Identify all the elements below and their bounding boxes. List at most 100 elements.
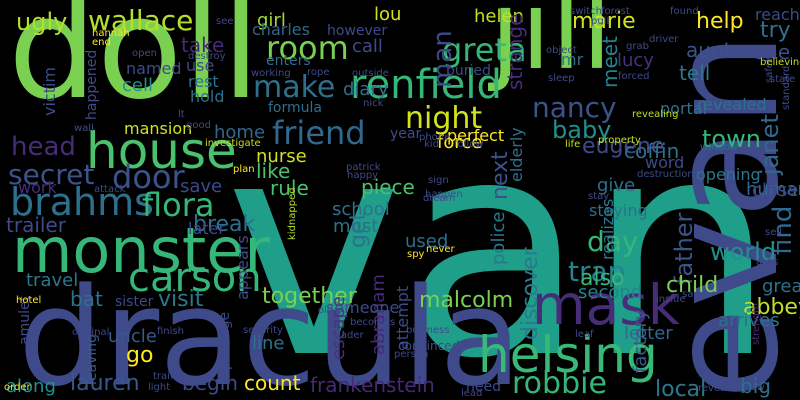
word-man: man: [428, 30, 458, 88]
word-patrick: patrick: [346, 162, 381, 173]
word-school: school: [332, 199, 390, 220]
word-van: van: [225, 75, 777, 400]
word-aunt: aunt: [686, 38, 732, 62]
word-stay: stay: [588, 191, 610, 202]
word-ugly: ugly: [16, 8, 68, 36]
word-word: word: [645, 153, 685, 172]
word-portal: portal: [660, 99, 708, 118]
word-elderly: elderly: [507, 127, 526, 182]
word-trap: trap: [568, 255, 626, 288]
word-try: try: [760, 18, 791, 43]
word-work: work: [18, 178, 57, 197]
word-help: help: [696, 9, 744, 34]
word-see: see: [216, 16, 234, 27]
word-uncle: uncle: [108, 326, 157, 347]
word-night: night: [405, 101, 483, 136]
word-lauren: lauren: [70, 371, 140, 396]
word-hannah: hannah: [92, 28, 130, 39]
word-appears: appears: [233, 235, 252, 300]
word-day: day: [587, 225, 639, 258]
word-year: year: [390, 126, 422, 142]
word-spy: spy: [407, 249, 425, 260]
word-train: train: [153, 371, 177, 382]
word-revealed: revealed: [697, 95, 767, 114]
word-plan: plan: [233, 164, 255, 175]
word-wallace: wallace: [88, 4, 194, 37]
word-business: business: [406, 325, 450, 336]
word-visit: visit: [158, 287, 204, 312]
word-make: make: [253, 70, 336, 105]
word-head: head: [11, 132, 76, 162]
word-attack: attack: [94, 184, 126, 195]
word-room: room: [266, 29, 349, 67]
word-renfield: renfield: [350, 62, 502, 108]
word-convinced: convinced: [398, 339, 460, 353]
word-one: one: [753, 40, 791, 64]
word-switch: switch: [570, 6, 602, 17]
word-human: human: [746, 179, 800, 200]
word-enters: enters: [266, 53, 311, 69]
word-home: home: [214, 122, 266, 143]
word-helsing: helsing: [478, 326, 658, 384]
word-working: working: [251, 68, 291, 79]
word-perfect: perfect: [447, 126, 505, 145]
word-sign: sign: [428, 175, 449, 186]
word-someone: someone: [326, 298, 400, 317]
word-used: used: [405, 231, 449, 252]
word-like: like: [256, 159, 291, 183]
word-mask: mask: [532, 273, 680, 337]
word-nick: nick: [363, 98, 384, 109]
word-life: life: [565, 139, 581, 150]
word-discover: discover: [518, 247, 543, 340]
word-property: property: [598, 135, 641, 146]
word-dracula: dracula: [18, 259, 522, 400]
word-police: police: [488, 211, 509, 265]
word-strength: strength: [751, 302, 762, 345]
word-helen: helen: [474, 6, 524, 27]
word-kidnapped: kidnapped: [287, 187, 298, 240]
word-local: local: [655, 377, 707, 400]
word-person: person: [394, 349, 429, 360]
word-second: second: [578, 282, 643, 303]
word-flora: flora: [142, 186, 215, 224]
word-light: light: [148, 382, 171, 393]
word-destruction: destruction: [637, 169, 694, 180]
word-go: go: [126, 343, 154, 368]
word-house: house: [86, 122, 237, 180]
word-order: order: [4, 382, 31, 393]
word-follow: follow: [454, 139, 484, 150]
word-along: along: [6, 376, 56, 397]
word-break: break: [193, 212, 256, 237]
word-reach: reach: [755, 5, 800, 24]
word-say: say: [682, 289, 700, 300]
word-take: take: [181, 33, 225, 57]
word-girl: girl: [257, 10, 286, 31]
word-jill: jill: [490, 0, 613, 94]
word-letter: letter: [624, 323, 673, 344]
word-phone: phone: [419, 132, 451, 143]
word-victim: victim: [40, 66, 59, 116]
word-old: old: [318, 305, 334, 316]
word-travel: travel: [26, 270, 79, 291]
word-piece: piece: [361, 175, 415, 199]
word-destroy: destroy: [188, 51, 226, 62]
word-eugene: eugene: [582, 134, 665, 159]
word-found: found: [670, 6, 699, 17]
word-hold: hold: [190, 87, 225, 106]
word-forced: forced: [618, 71, 650, 82]
word-passage: passage: [217, 311, 233, 370]
word-forest: forest: [601, 6, 630, 17]
word-mansion: mansion: [124, 119, 193, 138]
word-happened: happened: [84, 49, 100, 120]
word-janet: janet: [756, 114, 784, 175]
word-nancy: nancy: [532, 91, 617, 124]
word-inside: inside: [656, 294, 686, 305]
word-nurse: nurse: [256, 146, 307, 167]
word-brahms: brahms: [10, 180, 154, 224]
word-carson: carson: [128, 255, 262, 301]
word-leader: leader: [332, 330, 364, 341]
word-frankenstein: frankenstein: [310, 373, 435, 397]
word-happen: happen: [425, 189, 463, 200]
word-leaving: leaving: [84, 333, 100, 385]
word-must: must: [333, 216, 379, 237]
